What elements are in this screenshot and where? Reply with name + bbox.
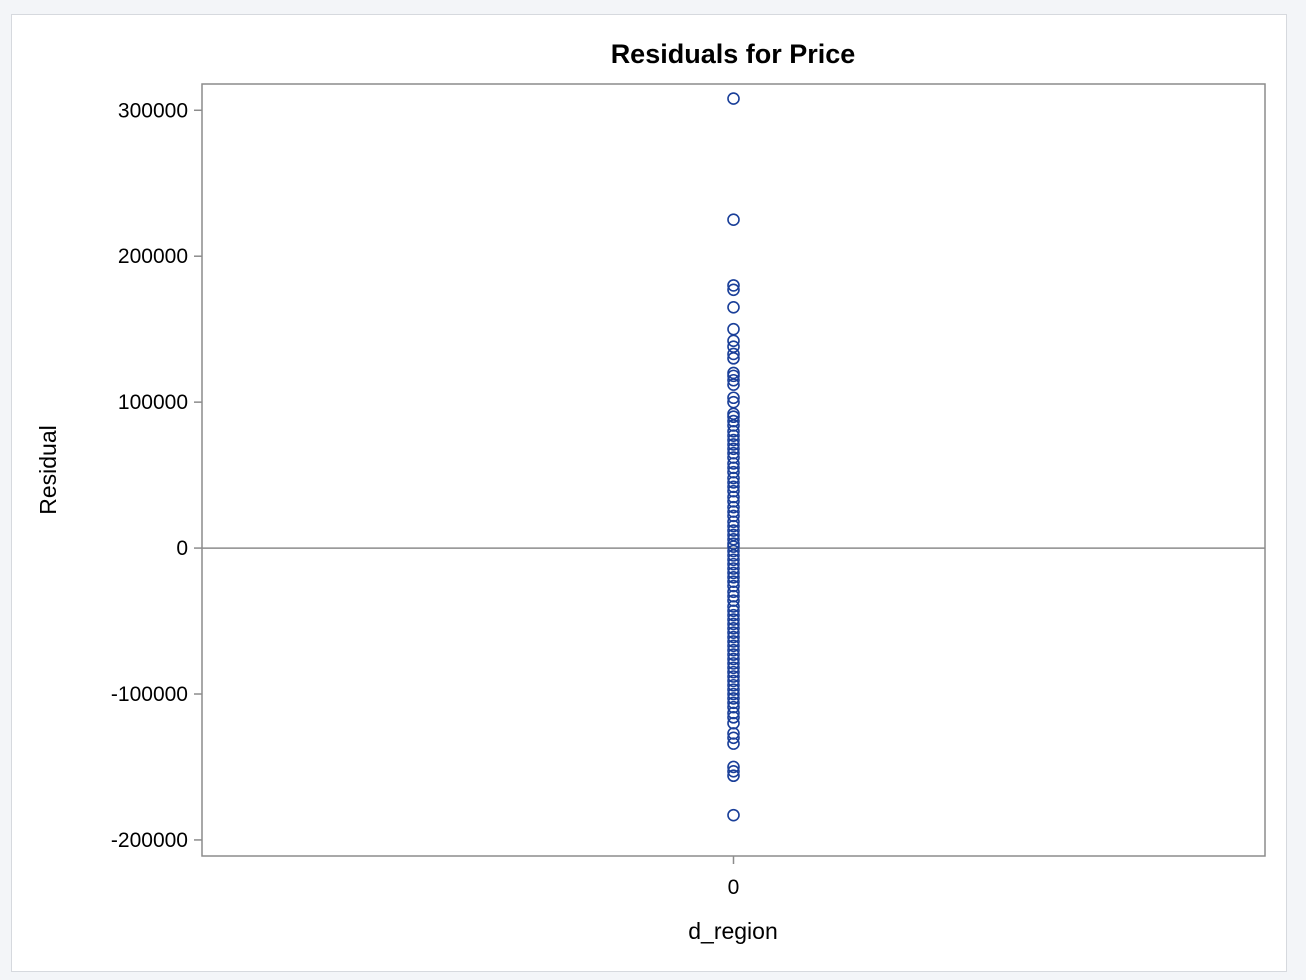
residual-point bbox=[727, 378, 740, 391]
residual-point bbox=[727, 476, 740, 489]
residual-point bbox=[727, 553, 740, 567]
residual-point bbox=[727, 283, 740, 297]
residual-point bbox=[727, 391, 740, 405]
residual-point bbox=[727, 425, 740, 438]
y-tick-label: 200000 bbox=[118, 245, 188, 268]
residual-point bbox=[727, 334, 740, 348]
residual-point bbox=[727, 657, 740, 670]
residual-point bbox=[727, 347, 740, 361]
residual-point bbox=[727, 373, 740, 387]
residual-point bbox=[727, 613, 740, 626]
residual-point bbox=[727, 300, 740, 314]
residual-point bbox=[727, 549, 740, 562]
residual-point bbox=[727, 92, 740, 105]
residual-point bbox=[727, 438, 740, 451]
plot-area-frame bbox=[201, 83, 1266, 857]
residual-point bbox=[727, 352, 740, 365]
residual-point bbox=[727, 760, 740, 774]
graph-container: Residuals for Price -200000 -100000 0 10000… bbox=[11, 14, 1287, 972]
residual-point bbox=[727, 711, 740, 724]
residual-point bbox=[727, 665, 740, 679]
residual-point bbox=[727, 661, 740, 675]
residual-point bbox=[727, 769, 740, 783]
residual-point bbox=[727, 369, 740, 383]
residual-point bbox=[727, 630, 740, 644]
residual-points bbox=[727, 92, 740, 822]
residual-point bbox=[727, 600, 740, 613]
y-tick-label: -100000 bbox=[111, 683, 188, 706]
y-axis-title: Residual bbox=[35, 425, 61, 515]
chart-title: Residuals for Price bbox=[611, 39, 856, 69]
residual-point bbox=[727, 433, 740, 447]
residual-point bbox=[727, 500, 740, 514]
residual-point bbox=[727, 639, 740, 653]
residual-point bbox=[727, 765, 740, 778]
residual-point bbox=[727, 562, 740, 575]
residual-point bbox=[727, 808, 740, 822]
residual-point bbox=[727, 652, 740, 666]
y-axis: -200000 -100000 0 100000 200000 300000 bbox=[111, 99, 202, 852]
residual-point bbox=[727, 617, 740, 631]
residual-point bbox=[727, 585, 740, 599]
x-axis: 0 bbox=[728, 856, 740, 899]
residual-point bbox=[727, 687, 740, 701]
residual-point bbox=[727, 566, 740, 580]
residual-point bbox=[727, 683, 740, 696]
residual-point bbox=[727, 635, 740, 648]
residual-point bbox=[727, 648, 740, 661]
residual-point bbox=[727, 570, 740, 584]
residual-point bbox=[727, 429, 740, 443]
residual-point bbox=[727, 626, 740, 640]
residual-point bbox=[727, 471, 740, 485]
y-tick-label: -200000 bbox=[111, 829, 188, 852]
residual-point bbox=[727, 544, 740, 558]
residual-point bbox=[727, 524, 740, 537]
residual-point bbox=[727, 322, 740, 336]
residual-point bbox=[727, 540, 740, 553]
x-axis-title: d_region bbox=[688, 918, 778, 944]
residual-point bbox=[727, 670, 740, 683]
residual-point bbox=[727, 692, 740, 705]
residual-scatter-plot: Residuals for Price -200000 -100000 0 10000… bbox=[35, 39, 1266, 944]
residual-point bbox=[727, 604, 740, 618]
y-tick-label: 100000 bbox=[118, 391, 188, 414]
residual-point bbox=[727, 410, 740, 424]
y-tick-label: 300000 bbox=[118, 99, 188, 122]
residual-point bbox=[727, 457, 740, 470]
residual-point bbox=[727, 213, 740, 227]
residual-point bbox=[727, 737, 740, 750]
residual-point bbox=[727, 279, 740, 292]
residual-point bbox=[727, 608, 740, 622]
residual-point bbox=[727, 515, 740, 529]
x-tick-label: 0 bbox=[728, 876, 740, 899]
y-tick-label: 0 bbox=[176, 537, 188, 560]
residual-point bbox=[727, 731, 740, 745]
residual-point bbox=[727, 674, 740, 688]
residual-point bbox=[727, 643, 740, 657]
residual-point bbox=[727, 678, 740, 692]
residual-point bbox=[727, 519, 740, 533]
residual-point bbox=[727, 557, 740, 571]
residual-point bbox=[727, 442, 740, 456]
residual-point bbox=[727, 622, 740, 635]
